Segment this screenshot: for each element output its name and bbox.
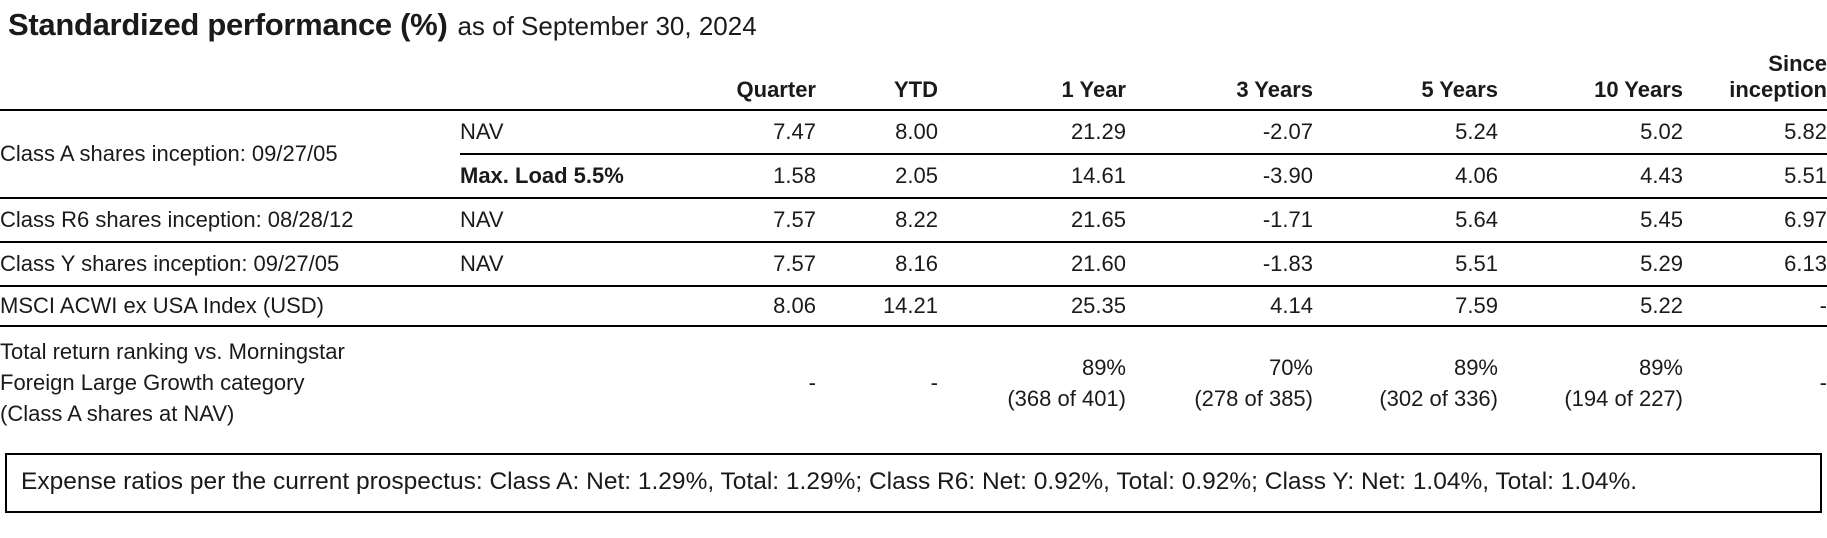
column-header-blank-label [0,49,460,111]
value-cell: 14.21 [816,285,938,327]
value-cell: - [1683,285,1827,327]
column-header-1-year: 1 Year [938,49,1126,111]
value-cell: 89% (302 of 336) [1379,354,1498,412]
table-row-msci-index: MSCI ACWI ex USA Index (USD) 8.06 14.21 … [0,285,1827,327]
row-type-max-load: Max. Load 5.5% [460,153,705,199]
value-cell: 21.29 [938,109,1126,155]
value-cell: 4.06 [1313,153,1498,199]
value-cell: 5.02 [1498,109,1683,155]
value-cell: 89% (194 of 227) [1564,354,1683,412]
column-header-since-inception: Since inception [1683,49,1827,111]
value-cell: 4.14 [1126,285,1313,327]
value-cell: 70% (278 of 385) [1194,354,1313,412]
row-label-total-return-ranking: Total return ranking vs. Morningstar For… [0,338,345,426]
row-label-class-r6: Class R6 shares inception: 08/28/12 [0,197,460,243]
value-cell: 5.22 [1498,285,1683,327]
value-cell: 14.61 [938,153,1126,199]
title-as-of-date: as of September 30, 2024 [457,11,757,41]
value-cell: 7.57 [705,241,816,287]
column-header-5-years: 5 Years [1313,49,1498,111]
row-label-class-a: Class A shares inception: 09/27/05 [0,109,460,199]
value-cell: 5.29 [1498,241,1683,287]
column-header-quarter: Quarter [705,49,816,111]
expense-ratios-text: Expense ratios per the current prospectu… [21,468,1638,496]
value-cell: 5.51 [1313,241,1498,287]
value-cell: 2.05 [816,153,938,199]
value-cell: 25.35 [938,285,1126,327]
value-cell: 5.51 [1683,153,1827,199]
row-label-class-y: Class Y shares inception: 09/27/05 [0,241,460,287]
page-title: Standardized performance (%) as of Septem… [0,0,1827,43]
table-row-class-a-nav: Class A shares inception: 09/27/05 NAV 7… [0,109,1827,199]
column-header-3-years: 3 Years [1126,49,1313,111]
value-cell: 89% (368 of 401) [1007,354,1126,412]
value-cell: -1.71 [1126,197,1313,243]
value-cell: 21.65 [938,197,1126,243]
value-cell: 7.59 [1313,285,1498,327]
value-cell: 5.64 [1313,197,1498,243]
value-cell: -3.90 [1126,153,1313,199]
table-row-class-a-max-load: Max. Load 5.5% 1.58 2.05 14.61 -3.90 4.0… [0,153,1827,199]
column-header-blank-type [460,49,705,111]
value-cell: 1.58 [705,153,816,199]
row-type-nav: NAV [460,109,705,155]
value-cell: 8.16 [816,241,938,287]
value-cell: - [1819,370,1827,396]
value-cell: - [930,370,938,396]
value-cell: 5.24 [1313,109,1498,155]
value-cell: 5.45 [1498,197,1683,243]
expense-ratios-footnote: Expense ratios per the current prospectu… [5,453,1822,513]
value-cell: - [808,370,816,396]
title-text: Standardized performance (%) [8,7,448,42]
table-row-total-return-ranking: Total return ranking vs. Morningstar For… [0,326,1827,439]
table-row-class-r6-nav: Class R6 shares inception: 08/28/12 NAV … [0,197,1827,243]
table-row-class-y-nav: Class Y shares inception: 09/27/05 NAV 7… [0,241,1827,287]
value-cell: 8.06 [705,285,816,327]
row-type-nav: NAV [460,241,705,287]
value-cell: 6.97 [1683,197,1827,243]
value-cell: 5.82 [1683,109,1827,155]
value-cell: 21.60 [938,241,1126,287]
column-header-ytd: YTD [816,49,938,111]
value-cell: 7.57 [705,197,816,243]
value-cell: 7.47 [705,109,816,155]
value-cell: 6.13 [1683,241,1827,287]
column-header-10-years: 10 Years [1498,49,1683,111]
row-type-nav: NAV [460,197,705,243]
value-cell: -1.83 [1126,241,1313,287]
value-cell: 8.00 [816,109,938,155]
header-row: Quarter YTD 1 Year 3 Years 5 Years 10 Ye… [0,49,1827,111]
value-cell: 4.43 [1498,153,1683,199]
value-cell: -2.07 [1126,109,1313,155]
row-label-msci-index: MSCI ACWI ex USA Index (USD) [0,285,705,327]
standardized-performance-table: Quarter YTD 1 Year 3 Years 5 Years 10 Ye… [0,49,1827,439]
value-cell: 8.22 [816,197,938,243]
